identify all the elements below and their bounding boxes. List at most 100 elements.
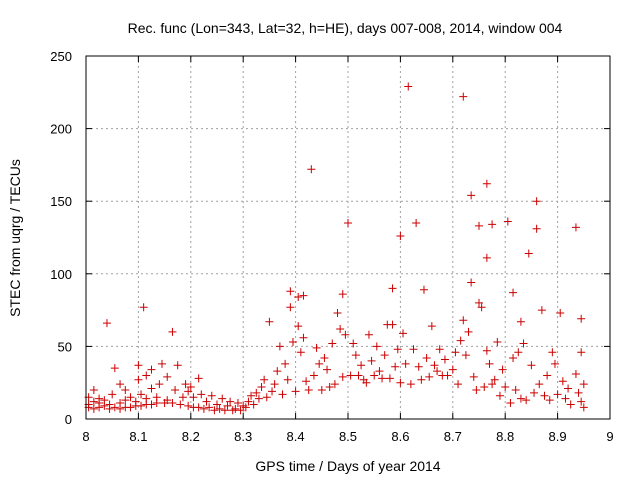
data-point — [286, 287, 295, 296]
data-point — [152, 393, 161, 402]
data-point — [210, 406, 219, 415]
data-point — [469, 372, 478, 381]
data-point — [218, 394, 227, 403]
data-point — [370, 371, 379, 380]
data-point — [110, 364, 119, 373]
data-point — [189, 393, 198, 402]
data-point — [299, 291, 308, 300]
data-point — [522, 396, 531, 405]
x-tick-label: 8.7 — [444, 429, 462, 444]
data-point — [137, 401, 146, 410]
data-point — [372, 342, 381, 351]
data-point — [440, 355, 449, 364]
data-point — [464, 327, 473, 336]
data-point — [548, 348, 557, 357]
data-point — [116, 399, 125, 408]
x-tick-label: 8.4 — [287, 429, 305, 444]
data-point — [564, 384, 573, 393]
data-point — [414, 362, 423, 371]
data-point — [207, 391, 216, 400]
data-point — [233, 399, 242, 408]
data-point — [357, 361, 366, 370]
data-point — [430, 361, 439, 370]
data-point — [543, 371, 552, 380]
x-tick-label: 8.3 — [234, 429, 252, 444]
data-point — [378, 374, 387, 383]
data-point — [336, 324, 345, 333]
data-point — [425, 372, 434, 381]
data-point — [451, 348, 460, 357]
data-point — [388, 320, 397, 329]
data-point — [95, 394, 104, 403]
data-point — [467, 191, 476, 200]
data-point — [299, 333, 308, 342]
y-tick-label: 0 — [65, 412, 72, 427]
data-point — [194, 403, 203, 412]
data-point — [199, 404, 208, 413]
data-point — [406, 380, 415, 389]
data-point — [147, 365, 156, 374]
data-point — [545, 396, 554, 405]
data-point — [186, 383, 195, 392]
data-point — [213, 400, 221, 409]
data-point — [147, 400, 156, 409]
data-point — [291, 387, 300, 396]
data-point — [116, 380, 125, 389]
data-point — [184, 401, 193, 410]
data-point — [571, 369, 580, 378]
data-point — [427, 322, 436, 331]
data-point — [556, 309, 565, 318]
data-point — [142, 371, 151, 380]
data-point — [288, 338, 297, 347]
data-point — [236, 406, 245, 415]
data-point — [579, 403, 588, 412]
data-point — [202, 397, 211, 406]
data-point — [498, 365, 507, 374]
data-point — [577, 397, 586, 406]
data-point — [134, 375, 143, 384]
data-point — [184, 387, 193, 396]
data-point — [341, 330, 350, 339]
data-point — [553, 390, 562, 399]
data-point — [223, 401, 232, 410]
data-point — [516, 394, 525, 403]
data-point — [532, 224, 541, 233]
data-point — [262, 393, 271, 402]
data-point — [482, 346, 491, 355]
data-point — [577, 348, 586, 357]
data-point — [558, 377, 567, 386]
data-point — [121, 385, 130, 394]
data-point — [194, 374, 203, 383]
data-point — [566, 400, 575, 409]
data-point — [89, 385, 98, 394]
data-point — [330, 380, 339, 389]
data-point — [354, 371, 363, 380]
data-point — [155, 380, 164, 389]
data-point — [579, 380, 588, 389]
data-point — [137, 390, 146, 399]
data-point — [168, 399, 177, 408]
data-point — [388, 284, 397, 293]
x-tick-label: 8.8 — [496, 429, 514, 444]
data-point — [385, 374, 394, 383]
data-point — [338, 290, 347, 299]
data-point — [126, 393, 135, 402]
data-point — [294, 322, 303, 331]
data-point — [281, 359, 290, 368]
data-point — [495, 391, 504, 400]
data-point — [231, 404, 240, 413]
data-point — [488, 380, 497, 389]
data-point — [252, 388, 261, 397]
data-point — [102, 319, 111, 328]
y-tick-label: 150 — [50, 194, 72, 209]
data-point — [296, 348, 305, 357]
data-point — [181, 380, 190, 389]
data-point — [404, 82, 413, 91]
chart-title: Rec. func (Lon=343, Lat=32, h=HE), days … — [128, 20, 563, 36]
data-point — [461, 351, 470, 360]
data-point — [448, 365, 457, 374]
data-point — [171, 385, 180, 394]
data-point — [304, 385, 313, 394]
y-tick-labels: 0 50 100 150 200 250 — [50, 49, 72, 427]
data-point — [173, 361, 182, 370]
